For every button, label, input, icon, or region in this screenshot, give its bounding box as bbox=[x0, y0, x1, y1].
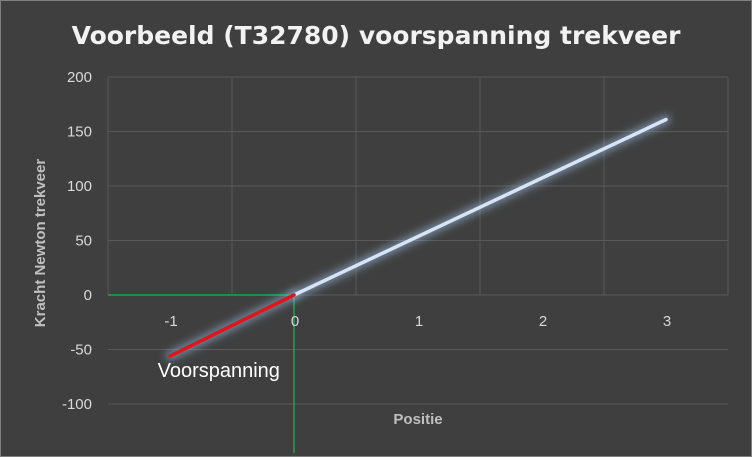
annotations: Voorspanning bbox=[158, 360, 280, 382]
y-tick-label: 50 bbox=[75, 233, 92, 250]
x-axis-ticks: -1 0 1 2 3 bbox=[164, 313, 671, 330]
x-tick-label: 2 bbox=[539, 313, 547, 330]
y-tick-label: 150 bbox=[67, 124, 92, 141]
x-tick-label: -1 bbox=[164, 313, 177, 330]
y-tick-label: -50 bbox=[70, 342, 92, 359]
chart-title: Voorbeeld (T32780) voorspanning trekveer bbox=[72, 21, 681, 50]
y-tick-label: 100 bbox=[67, 178, 92, 195]
x-tick-label: 1 bbox=[415, 313, 423, 330]
y-tick-label: 0 bbox=[84, 287, 92, 304]
y-axis-title: Kracht Newton trekveer bbox=[32, 159, 49, 328]
series-lines bbox=[168, 117, 668, 358]
x-axis-title: Positie bbox=[393, 411, 442, 428]
x-tick-label: 3 bbox=[663, 313, 671, 330]
y-tick-label: -100 bbox=[62, 396, 92, 413]
guide-lines bbox=[108, 294, 295, 454]
x-tick-label: 0 bbox=[291, 313, 299, 330]
y-tick-label: 200 bbox=[67, 69, 92, 86]
series-line-0 bbox=[292, 117, 668, 297]
annotation-label: Voorspanning bbox=[158, 360, 280, 382]
gridlines bbox=[107, 76, 729, 405]
y-axis-ticks: 200 150 100 50 0 -50 -100 bbox=[62, 69, 92, 413]
series-line-1 bbox=[168, 293, 296, 358]
